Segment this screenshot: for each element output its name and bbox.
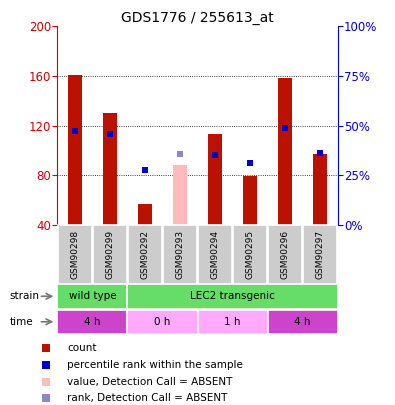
- Bar: [57, 284, 127, 309]
- Text: GSM90292: GSM90292: [140, 230, 149, 279]
- Title: GDS1776 / 255613_at: GDS1776 / 255613_at: [121, 11, 274, 25]
- Text: wild type: wild type: [68, 291, 116, 301]
- Bar: [103, 113, 117, 225]
- Bar: [267, 309, 338, 334]
- Text: 4 h: 4 h: [84, 317, 101, 327]
- Text: strain: strain: [10, 291, 40, 301]
- Bar: [278, 79, 292, 225]
- Text: 1 h: 1 h: [224, 317, 241, 327]
- Text: 0 h: 0 h: [154, 317, 171, 327]
- Text: GSM90295: GSM90295: [246, 230, 255, 279]
- Bar: [127, 309, 198, 334]
- Text: GSM90296: GSM90296: [280, 230, 290, 279]
- Bar: [233, 225, 267, 283]
- Bar: [198, 225, 232, 283]
- Text: GSM90294: GSM90294: [211, 230, 220, 279]
- Bar: [68, 75, 82, 225]
- Text: GSM90299: GSM90299: [105, 230, 115, 279]
- Text: GSM90297: GSM90297: [316, 230, 325, 279]
- Text: LEC2 transgenic: LEC2 transgenic: [190, 291, 275, 301]
- Bar: [127, 284, 338, 309]
- Bar: [163, 225, 197, 283]
- Bar: [268, 225, 302, 283]
- Bar: [58, 225, 92, 283]
- Text: GSM90298: GSM90298: [70, 230, 79, 279]
- Bar: [313, 154, 327, 225]
- Text: 4 h: 4 h: [294, 317, 311, 327]
- Bar: [128, 225, 162, 283]
- Bar: [303, 225, 337, 283]
- Bar: [138, 204, 152, 225]
- Text: percentile rank within the sample: percentile rank within the sample: [67, 360, 243, 370]
- Text: time: time: [10, 317, 34, 327]
- Bar: [243, 177, 257, 225]
- Bar: [173, 165, 187, 225]
- Text: GSM90293: GSM90293: [175, 230, 184, 279]
- Text: rank, Detection Call = ABSENT: rank, Detection Call = ABSENT: [67, 393, 228, 403]
- Bar: [208, 134, 222, 225]
- Bar: [93, 225, 127, 283]
- Bar: [198, 309, 268, 334]
- Text: value, Detection Call = ABSENT: value, Detection Call = ABSENT: [67, 377, 233, 387]
- Bar: [57, 309, 127, 334]
- Text: count: count: [67, 343, 97, 353]
